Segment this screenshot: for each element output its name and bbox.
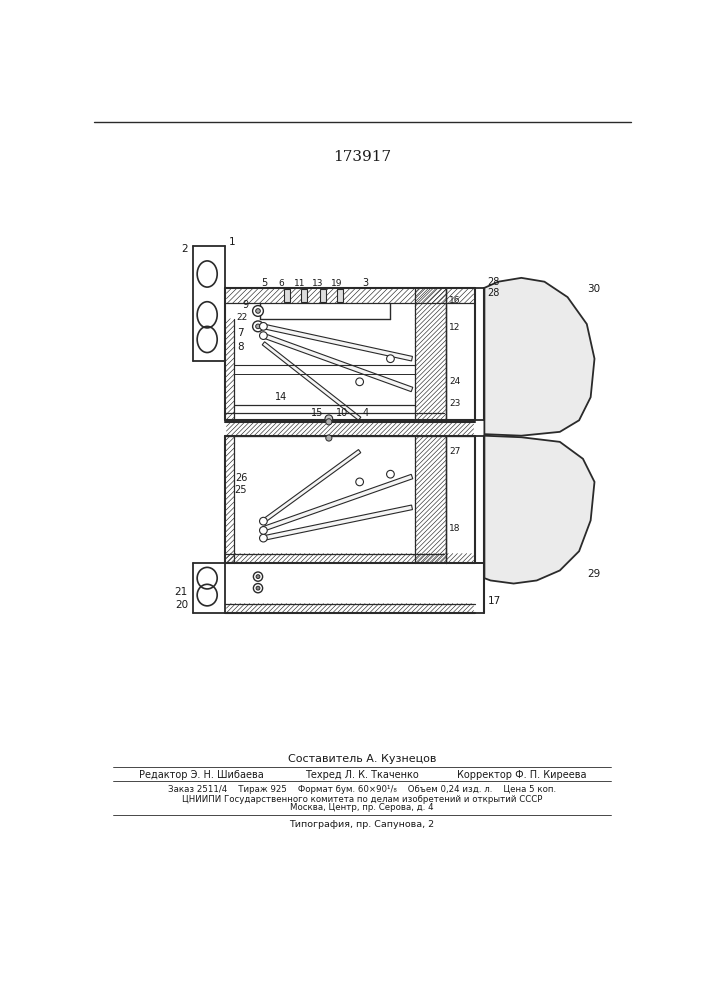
Text: 16: 16 <box>449 296 460 305</box>
Ellipse shape <box>259 332 267 339</box>
Polygon shape <box>263 324 412 361</box>
Text: 26: 26 <box>235 473 247 483</box>
Polygon shape <box>263 505 412 540</box>
Text: 11: 11 <box>294 279 305 288</box>
Ellipse shape <box>256 575 260 579</box>
Text: 7: 7 <box>238 328 244 338</box>
Ellipse shape <box>259 323 267 330</box>
Text: ЦНИИПИ Государственного комитета по делам изобретений и открытий СССР: ЦНИИПИ Государственного комитета по дела… <box>182 795 542 804</box>
Text: 25: 25 <box>235 485 247 495</box>
Text: Редактор Э. Н. Шибаева: Редактор Э. Н. Шибаева <box>139 770 264 780</box>
Text: 24: 24 <box>449 377 460 386</box>
Text: Техред Л. К. Ткаченко: Техред Л. К. Ткаченко <box>305 770 419 780</box>
Text: 20: 20 <box>175 600 188 610</box>
Bar <box>320 289 326 302</box>
Ellipse shape <box>259 517 267 525</box>
Bar <box>301 289 308 302</box>
Text: 5: 5 <box>261 278 267 288</box>
Ellipse shape <box>256 309 260 313</box>
Text: 2: 2 <box>181 244 188 254</box>
Bar <box>284 289 291 302</box>
Ellipse shape <box>259 527 267 534</box>
Bar <box>337 289 344 302</box>
Text: 14: 14 <box>275 392 287 402</box>
Polygon shape <box>262 342 361 420</box>
Text: 13: 13 <box>312 279 324 288</box>
Polygon shape <box>484 278 595 436</box>
Ellipse shape <box>256 586 260 590</box>
Text: 28: 28 <box>487 288 500 298</box>
Text: 17: 17 <box>487 596 501 606</box>
Text: 22: 22 <box>236 313 247 322</box>
Ellipse shape <box>356 478 363 486</box>
Text: 1: 1 <box>229 237 235 247</box>
Polygon shape <box>262 474 413 531</box>
Text: Москва, Центр, пр. Серова, д. 4: Москва, Центр, пр. Серова, д. 4 <box>290 803 434 812</box>
Polygon shape <box>262 450 361 523</box>
Text: 173917: 173917 <box>333 150 391 164</box>
Text: 30: 30 <box>587 284 600 294</box>
Ellipse shape <box>253 584 262 593</box>
Text: Составитель А. Кузнецов: Составитель А. Кузнецов <box>288 754 436 764</box>
Text: 9: 9 <box>243 300 249 310</box>
Ellipse shape <box>326 435 332 441</box>
Text: 6: 6 <box>279 279 284 288</box>
Ellipse shape <box>252 321 264 332</box>
Text: 18: 18 <box>449 524 460 533</box>
Text: Корректор Ф. П. Киреева: Корректор Ф. П. Киреева <box>457 770 586 780</box>
Text: 29: 29 <box>587 569 600 579</box>
Polygon shape <box>484 436 595 584</box>
Polygon shape <box>262 333 413 392</box>
Ellipse shape <box>256 324 260 329</box>
Ellipse shape <box>387 470 395 478</box>
Ellipse shape <box>387 355 395 363</box>
Text: 4: 4 <box>363 408 369 418</box>
Ellipse shape <box>259 534 267 542</box>
Text: Типография, пр. Сапунова, 2: Типография, пр. Сапунова, 2 <box>289 820 435 829</box>
Text: 27: 27 <box>449 447 460 456</box>
Ellipse shape <box>326 419 332 425</box>
Text: 3: 3 <box>362 278 368 288</box>
Text: 8: 8 <box>238 342 244 352</box>
Ellipse shape <box>356 378 363 386</box>
Text: 10: 10 <box>336 408 348 418</box>
Text: 23: 23 <box>449 399 460 408</box>
Ellipse shape <box>252 306 264 316</box>
Text: 21: 21 <box>175 587 188 597</box>
Text: 19: 19 <box>331 279 342 288</box>
Text: Заказ 2511/4    Тираж 925    Формат бум. 60×90¹/₈    Объем 0,24 изд. л.    Цена : Заказ 2511/4 Тираж 925 Формат бум. 60×90… <box>168 785 556 794</box>
Text: 28: 28 <box>487 277 500 287</box>
Text: 15: 15 <box>311 408 324 418</box>
Text: 12: 12 <box>449 323 460 332</box>
Ellipse shape <box>325 415 333 423</box>
Ellipse shape <box>253 572 262 581</box>
